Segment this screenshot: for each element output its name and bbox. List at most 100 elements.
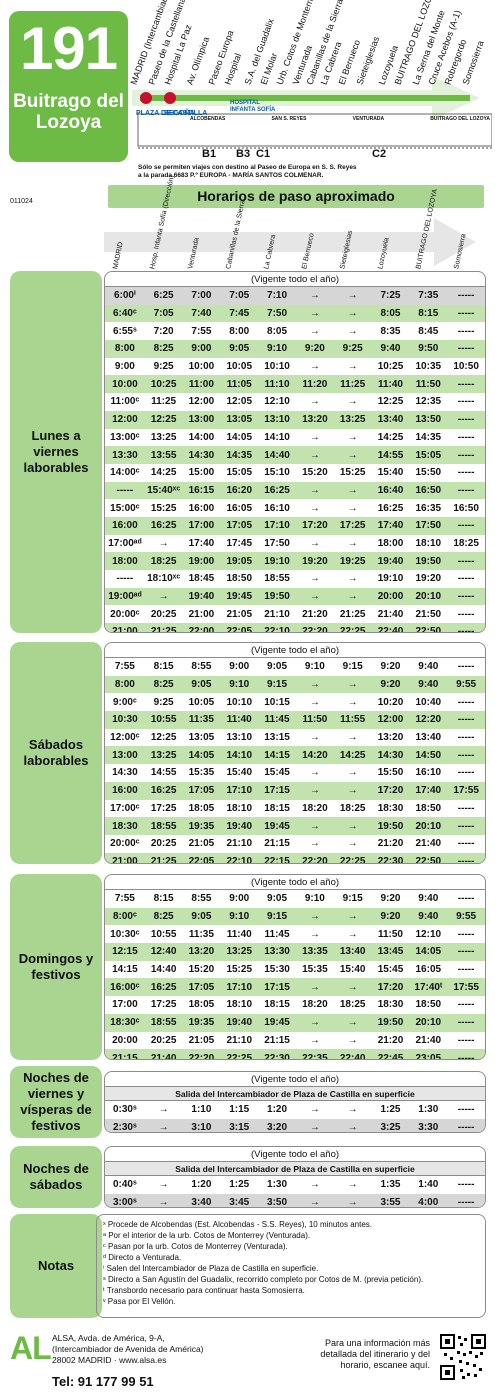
time-cell: 14:05 (188, 749, 215, 761)
time-cell: 8:15 (153, 661, 174, 673)
time-cell: ----- (457, 714, 475, 726)
table-row: 13:30 13:55 14:30 14:35 14:40 → → 14:55 15:05 ---… (105, 446, 485, 464)
time-cell: 20:00ᶜ (110, 608, 140, 620)
time-cell: ----- (457, 608, 475, 620)
time-cell: 21:10 (226, 838, 253, 850)
time-cell: 10:25 (377, 361, 404, 373)
validity-note: (Vigente todo el año) (105, 643, 485, 658)
timetable-sundays: (Vigente todo el año) 7:55 8:15 8:55 9:00 9:0… (104, 874, 486, 1060)
time-cell: 21:15 (112, 1052, 138, 1060)
time-cell: ----- (457, 449, 475, 461)
time-cell: 17:50 (264, 537, 290, 549)
time-cell: 17:40 (188, 537, 215, 549)
time-cell: ----- (457, 520, 475, 532)
time-cell: 1:30 (267, 1179, 288, 1191)
time-cell: 9:20 (304, 343, 325, 355)
table-row: 16:00 16:25 17:00 17:05 17:10 17:20 17:25 17:40… (105, 516, 485, 535)
time-cell: 13:40 (415, 732, 442, 744)
zone-b1: B1 (202, 148, 217, 160)
time-cell: 14:10 (226, 749, 253, 761)
time-cell: 20:10 (415, 591, 442, 603)
time-cell: 13:55 (150, 449, 177, 461)
time-cell: → (309, 981, 320, 993)
time-cell: ----- (457, 767, 475, 779)
time-cell: 14:35 (226, 449, 253, 461)
time-cell: 15:35 (188, 767, 215, 779)
time-cell: 11:50 (377, 928, 403, 940)
time-cell: 1:30 (418, 1104, 439, 1116)
time-cell: ----- (457, 838, 475, 850)
time-cell: 22:05 (226, 626, 253, 633)
time-cell: 11:35 (188, 928, 214, 940)
time-cell: 22:20 (302, 626, 328, 633)
time-cell: 22:20 (188, 1052, 215, 1060)
time-cell: 11:35 (188, 714, 214, 726)
time-cell: ----- (457, 928, 475, 940)
time-cell: 9:55 (456, 679, 477, 691)
time-cell: → (309, 1179, 320, 1191)
time-cell: → (309, 785, 320, 797)
time-cell: → (347, 928, 358, 940)
time-cell: ----- (457, 696, 475, 708)
time-cell: 15:20 (188, 964, 215, 976)
table-row: 12:00 12:25 13:00 13:05 13:10 13:20 13:25 13:40… (105, 410, 485, 429)
time-cell: 14:15 (264, 749, 290, 761)
time-cell: → (309, 449, 320, 461)
table-row: 3:00ˢ → 3:40 3:45 3:50 → → 3:55 4:00 ----- (105, 1193, 485, 1208)
time-cell: 15:00ᶜ (110, 502, 140, 514)
timetable-weekdays: (Vigente todo el año) 6:00ⁱ 6:25 7:00 7:05 7:… (104, 271, 486, 633)
time-cell: 17:45 (226, 537, 253, 549)
time-cell: 15:05 (226, 467, 253, 479)
time-cell: 8:25 (153, 679, 174, 691)
time-cell: 6:00ⁱ (113, 290, 136, 302)
note-item: ᵈ Directo a Venturada. (103, 1253, 182, 1262)
time-cell: → (347, 820, 358, 832)
time-cell: 13:05 (188, 732, 215, 744)
time-cell: 11:40 (226, 928, 252, 940)
time-cell: 19:50 (377, 1017, 404, 1029)
time-cell: 6:25 (153, 290, 174, 302)
time-cell: 21:15 (264, 1034, 290, 1046)
time-cell: 18:30 (377, 999, 404, 1011)
time-cell: 16:50 (453, 502, 479, 514)
time-cell: 15:40 (226, 767, 253, 779)
time-cell: 18:10 (226, 802, 253, 814)
time-cell: 13:50 (415, 414, 442, 426)
line-number: 191 (19, 15, 118, 82)
time-cell: 11:40 (377, 378, 403, 390)
route-map: PLAZA DE CASTILLA BEGOÑA HOSPITAL INFANT… (129, 0, 493, 186)
time-cell: 12:10 (415, 928, 442, 940)
time-cell: 18:05 (188, 999, 215, 1011)
time-cell: ----- (116, 484, 134, 496)
time-cell: → (309, 396, 320, 408)
qr-code-icon[interactable] (440, 1334, 486, 1380)
time-cell: 8:00 (229, 325, 250, 337)
time-cell: → (309, 767, 320, 779)
table-row: 18:30ᶜ 18:55 19:35 19:40 19:45 → → 19:50 20:10 --… (105, 1013, 485, 1032)
table-row: 2:30ˢ → 3:10 3:15 3:20 → → 3:25 3:30 ----- (105, 1118, 485, 1132)
time-cell: 13:10 (264, 414, 290, 426)
time-cell: 19:40 (188, 591, 215, 603)
address-line: ALSA, Avda. de América, 9-A, (52, 1333, 165, 1343)
address-line: (Intercambiador de Avenida de América) (52, 1344, 204, 1354)
time-cell: 12:00 (112, 414, 138, 426)
table-row: 15:00ᶜ 15:25 16:00 16:05 16:10 → → 16:25 16:35 16… (105, 499, 485, 517)
time-cell: 0:30ˢ (112, 1104, 137, 1116)
time-cell: 8:55 (191, 661, 212, 673)
time-cell: → (347, 1197, 358, 1208)
time-cell: 17:40 (377, 520, 404, 532)
time-cell: 1:35 (380, 1179, 401, 1191)
time-cell: ----- (457, 343, 475, 355)
time-cell: → (309, 308, 320, 320)
time-cell: → (347, 1017, 358, 1029)
time-cell: 8:25 (153, 911, 174, 923)
departure-note: Salida del Intercambiador de Plaza de Ca… (105, 1087, 485, 1101)
time-cell: ----- (457, 325, 475, 337)
time-cell: → (347, 838, 358, 850)
time-cell: 7:00 (191, 290, 212, 302)
time-cell: 10:10 (226, 696, 253, 708)
time-cell: 9:10 (229, 911, 250, 923)
time-cell: → (347, 449, 358, 461)
time-cell: → (347, 361, 358, 373)
time-cell: 21:20 (377, 1034, 404, 1046)
